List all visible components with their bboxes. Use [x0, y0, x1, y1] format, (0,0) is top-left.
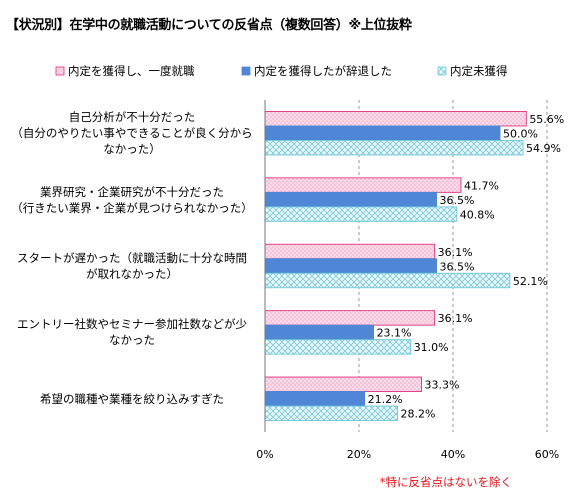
- data-label: 31.0%: [414, 341, 449, 354]
- data-label: 50.0%: [503, 127, 538, 140]
- data-label: 21.2%: [368, 393, 403, 406]
- data-label: 33.3%: [425, 379, 460, 392]
- bar: [264, 391, 366, 407]
- bar: [264, 125, 501, 141]
- legend-label: 内定未獲得: [450, 64, 508, 78]
- data-label: 55.6%: [529, 113, 564, 126]
- legend-swatch: [55, 66, 65, 76]
- data-label: 52.1%: [513, 275, 548, 288]
- legend-swatch: [437, 66, 447, 76]
- data-label: 36.1%: [438, 312, 473, 325]
- bar: [264, 177, 462, 193]
- data-label: 36.5%: [440, 194, 475, 207]
- data-label: 28.2%: [401, 408, 436, 421]
- category-label: 自己分析が不十分だった （自分のやりたい事やできることが良く分から なかった）: [11, 110, 253, 157]
- bar: [264, 139, 524, 156]
- x-tick-label: 40%: [441, 448, 465, 461]
- bar: [264, 110, 527, 127]
- chart-title: 【状況別】在学中の就職活動についての反省点（複数回答）※上位抜粋: [6, 18, 412, 33]
- x-tick-label: 60%: [535, 448, 559, 461]
- bar: [264, 191, 438, 208]
- data-label: 36.5%: [440, 260, 475, 273]
- category-label: 業界研究・企業研究が不十分だった （行きたい業界・企業が見つけられなかった）: [11, 184, 253, 215]
- footnote: *特に反省点はないを除く: [379, 475, 512, 489]
- legend-label: 内定を獲得したが辞退した: [254, 64, 392, 78]
- bar: [264, 310, 436, 326]
- x-tick-label: 0%: [256, 448, 273, 461]
- bar: [264, 339, 412, 355]
- data-label: 41.7%: [464, 179, 499, 192]
- category-label: スタートが遅かった（就職活動に十分な時間 が取れなかった）: [17, 251, 247, 281]
- bar: [264, 324, 375, 341]
- bar: [264, 258, 438, 274]
- data-label: 36.1%: [438, 246, 473, 259]
- bar: [264, 243, 436, 260]
- legend-item: 内定を獲得し、一度就職: [55, 64, 195, 78]
- x-tick-label: 20%: [347, 448, 371, 461]
- legend: 内定を獲得し、一度就職 内定を獲得したが辞退した 内定未獲得: [55, 64, 508, 78]
- legend-item: 内定を獲得したが辞退した: [241, 64, 392, 78]
- bar: [264, 376, 422, 392]
- bars: 55.6%50.0%54.9%41.7%36.5%40.8%36.1%36.5%…: [264, 110, 564, 421]
- category-label: エントリー社数やセミナー参加社数などが少 なかった: [17, 317, 247, 348]
- data-label: 23.1%: [377, 327, 412, 340]
- legend-swatch: [241, 66, 251, 76]
- x-axis: 0% 20% 40% 60%: [256, 100, 559, 461]
- legend-item: 内定未獲得: [437, 64, 508, 78]
- data-label: 40.8%: [460, 208, 495, 221]
- category-label: 希望の職種や業種を絞り込みすぎた: [40, 391, 224, 406]
- bar: [264, 405, 398, 421]
- legend-label: 内定を獲得し、一度就職: [68, 64, 195, 78]
- bar: [264, 272, 511, 289]
- bar: [264, 206, 458, 222]
- data-label: 54.9%: [526, 142, 561, 155]
